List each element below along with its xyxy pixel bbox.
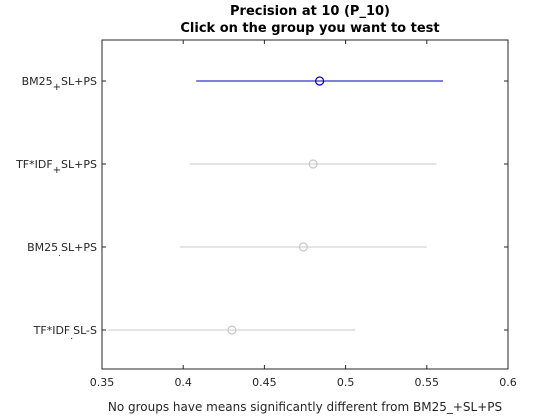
plot-area-frame bbox=[101, 39, 509, 370]
y-tick-label-2: BM25.SL+PS bbox=[27, 241, 97, 259]
group-mean-marker-3[interactable] bbox=[227, 325, 237, 335]
x-axis-label: No groups have means significantly diffe… bbox=[108, 400, 502, 414]
group-mean-marker-0[interactable] bbox=[315, 76, 325, 86]
chart-marks: 0.35 0.4 0.45 0.5 0.55 0.6 BM25+SL+PS TF*IDF+SL… bbox=[15, 40, 517, 389]
y-tick-label-3: TF*IDF.SL-S bbox=[33, 324, 97, 342]
chart-subtitle: Click on the group you want to test bbox=[180, 21, 439, 36]
x-tick-label: 0.55 bbox=[415, 376, 440, 389]
x-tick-label: 0.35 bbox=[90, 376, 115, 389]
y-tick-label-0: BM25+SL+PS bbox=[22, 75, 97, 93]
y-tick-label-1: TF*IDF+SL+PS bbox=[15, 158, 97, 176]
x-tick-label: 0.4 bbox=[174, 376, 192, 389]
x-tick-label: 0.45 bbox=[252, 376, 277, 389]
group-mean-marker-2[interactable] bbox=[298, 242, 308, 252]
x-tick-label: 0.5 bbox=[337, 376, 355, 389]
x-tick-label: 0.6 bbox=[499, 376, 517, 389]
group-mean-marker-1[interactable] bbox=[308, 159, 318, 169]
chart-title: Precision at 10 (P_10) bbox=[230, 4, 390, 19]
